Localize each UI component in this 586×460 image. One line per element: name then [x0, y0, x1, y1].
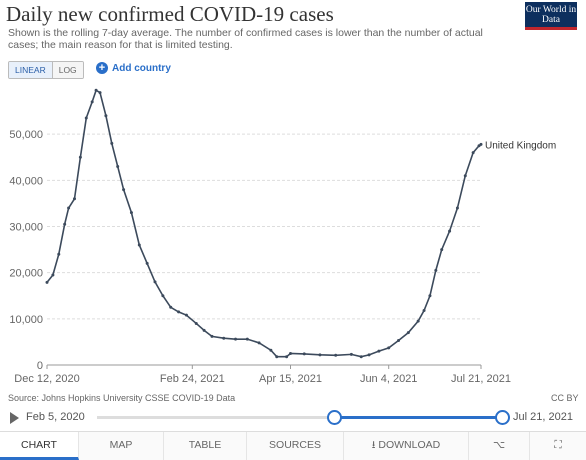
data-point [129, 211, 133, 215]
tab-table[interactable]: TABLE [164, 432, 247, 460]
y-tick-label: 0 [37, 360, 43, 372]
data-point [153, 280, 157, 284]
y-tick-label: 30,000 [9, 222, 43, 234]
chart-subtitle: Shown is the rolling 7-day average. The … [8, 27, 483, 51]
data-point [416, 319, 420, 323]
data-point [289, 351, 293, 355]
data-point [234, 337, 238, 341]
data-point [222, 336, 226, 340]
data-point [78, 155, 82, 159]
tab-map[interactable]: MAP [79, 432, 164, 460]
y-tick-label: 20,000 [9, 268, 43, 280]
data-point [359, 355, 363, 359]
tab-download[interactable]: ⭳ DOWNLOAD [344, 432, 469, 460]
data-point [455, 206, 459, 210]
timeline-start-date: Feb 5, 2020 [26, 411, 85, 423]
data-point [434, 268, 438, 272]
data-point [98, 91, 102, 95]
data-point [202, 328, 206, 332]
data-point [51, 273, 55, 277]
play-icon[interactable] [10, 412, 19, 424]
y-tick-label: 10,000 [9, 314, 43, 326]
license-label[interactable]: CC BY [551, 393, 579, 403]
tab-bar: CHART MAP TABLE SOURCES ⭳ DOWNLOAD ⌥ ⛶ [0, 431, 586, 460]
data-point [440, 248, 444, 252]
download-label: DOWNLOAD [378, 439, 441, 451]
data-point [428, 294, 432, 298]
timeline-start-handle[interactable] [327, 410, 342, 425]
data-point [471, 151, 475, 155]
data-point [334, 353, 338, 357]
data-point [45, 280, 49, 284]
chart-title: Daily new confirmed COVID-19 cases [6, 2, 334, 26]
data-point [448, 229, 452, 233]
data-point [275, 355, 279, 359]
plus-circle-icon: + [96, 62, 108, 74]
data-point [104, 114, 108, 118]
data-point [90, 100, 94, 104]
timeline-selection [334, 416, 502, 419]
share-icon[interactable]: ⌥ [469, 432, 530, 460]
linear-scale-button[interactable]: LINEAR [9, 62, 53, 78]
fullscreen-icon[interactable]: ⛶ [554, 439, 562, 451]
x-tick-label: Apr 15, 2021 [259, 373, 322, 385]
x-tick-label: Feb 24, 2021 [160, 373, 225, 385]
data-point [122, 188, 126, 192]
series-label: United Kingdom [485, 140, 556, 151]
data-point [169, 305, 173, 309]
line-chart: 0 10,000 20,000 30,000 40,000 50,000 Dec 12, 2… [9, 88, 556, 385]
data-point [406, 331, 410, 335]
add-country-label: Add country [112, 62, 171, 74]
data-point [302, 352, 306, 356]
data-point [245, 337, 249, 341]
data-point [285, 355, 289, 359]
data-point [422, 309, 426, 313]
data-point [137, 243, 141, 247]
data-point [194, 321, 198, 325]
data-point [210, 334, 214, 338]
data-point [349, 352, 353, 356]
data-point [94, 88, 98, 92]
data-point [377, 349, 381, 353]
data-point [177, 310, 181, 314]
data-point [479, 142, 483, 146]
tab-sources[interactable]: SOURCES [247, 432, 344, 460]
owid-logo[interactable]: Our World in Data [525, 2, 577, 30]
data-point [269, 348, 273, 352]
series-line [46, 89, 482, 358]
data-point [84, 116, 88, 120]
data-point [161, 294, 165, 298]
y-tick-label: 40,000 [9, 175, 43, 187]
data-point [387, 346, 391, 350]
x-tick-label: Jun 4, 2021 [360, 373, 418, 385]
timeline-track[interactable] [97, 416, 502, 419]
data-point [184, 313, 188, 317]
data-point [318, 353, 322, 357]
source-note[interactable]: Source: Johns Hopkins University CSSE CO… [8, 393, 236, 403]
data-point [257, 341, 261, 345]
timeline-end-date: Jul 21, 2021 [513, 411, 573, 423]
x-tick-label: Jul 21, 2021 [451, 373, 511, 385]
log-scale-button[interactable]: LOG [52, 62, 83, 78]
add-country-button[interactable]: + Add country [96, 62, 171, 74]
timeline-end-handle[interactable] [495, 410, 510, 425]
data-point [72, 197, 76, 201]
scale-toggle: LINEAR LOG [8, 61, 84, 79]
data-point [116, 164, 120, 168]
data-point [367, 353, 371, 357]
data-point [57, 252, 61, 256]
data-point [463, 174, 467, 178]
data-point [397, 339, 401, 343]
data-point [63, 222, 67, 226]
data-point [67, 206, 71, 210]
download-icon: ⭳ [371, 439, 376, 451]
data-point [145, 261, 149, 265]
x-tick-label: Dec 12, 2020 [14, 373, 79, 385]
y-tick-label: 50,000 [9, 129, 43, 141]
tab-chart[interactable]: CHART [0, 432, 79, 460]
data-point [110, 141, 114, 145]
